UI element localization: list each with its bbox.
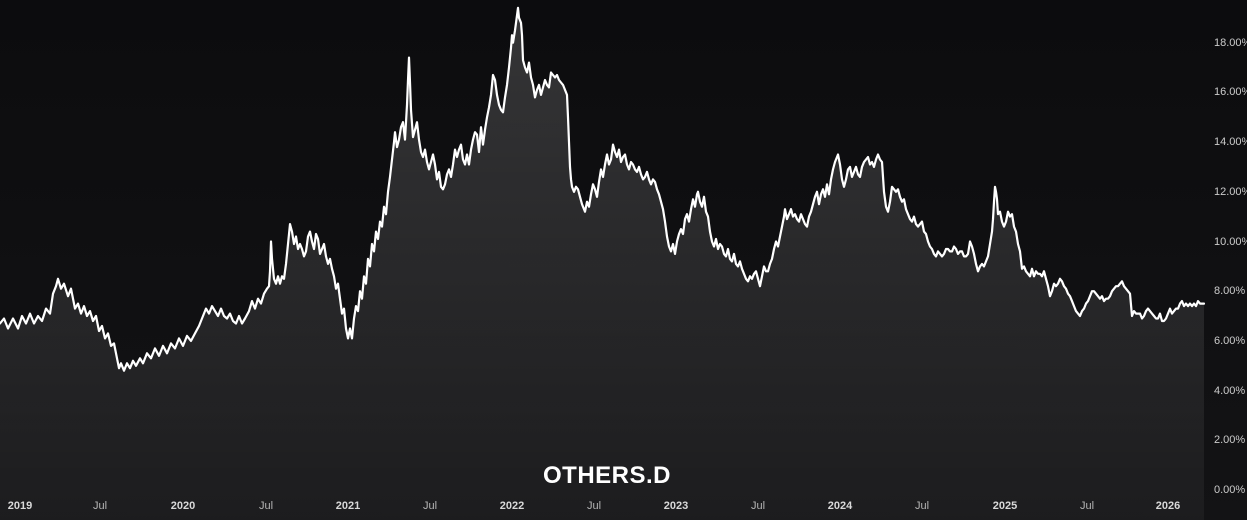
watermark-symbol-title: OTHERS.D xyxy=(542,462,671,489)
price-axis-label: 16.00% xyxy=(1214,86,1247,99)
price-axis[interactable]: 18.00% 16.00% 14.00% 12.00% 10.00% 8.00% 6.00%… xyxy=(1206,0,1247,520)
time-axis-label: 2019 xyxy=(7,500,33,512)
area-fill xyxy=(0,7,1204,520)
time-axis-label: Jul xyxy=(586,500,602,512)
time-axis-label: 2025 xyxy=(992,500,1018,512)
time-axis-label: 2024 xyxy=(827,500,853,512)
time-axis[interactable]: 2019 Jul 2020 Jul 2021 Jul 2022 Jul 2023 Jul 2024 J… xyxy=(0,496,1206,520)
time-axis-label: Jul xyxy=(422,500,438,512)
time-axis-label: 2023 xyxy=(663,500,689,512)
time-axis-label: 2021 xyxy=(335,500,361,512)
price-axis-label: 10.00% xyxy=(1214,235,1247,248)
price-axis-label: 18.00% xyxy=(1214,36,1247,49)
time-axis-label: Jul xyxy=(1079,500,1095,512)
time-axis-label: Jul xyxy=(914,500,930,512)
price-axis-label: 2.00% xyxy=(1214,434,1246,447)
time-axis-label: 2020 xyxy=(170,500,196,512)
time-axis-label: 2022 xyxy=(499,500,525,512)
time-axis-label: Jul xyxy=(750,500,766,512)
price-axis-label: 4.00% xyxy=(1214,384,1246,397)
price-axis-label: 0.00% xyxy=(1214,484,1246,496)
price-axis-label: 12.00% xyxy=(1214,185,1247,198)
time-axis-label: 2026 xyxy=(1155,500,1181,512)
price-axis-label: 8.00% xyxy=(1214,285,1246,298)
price-axis-label: 14.00% xyxy=(1214,136,1247,149)
time-axis-label: Jul xyxy=(92,500,108,512)
price-line xyxy=(0,6,1206,372)
price-axis-label: 6.00% xyxy=(1214,334,1246,347)
time-axis-label: Jul xyxy=(258,500,274,512)
